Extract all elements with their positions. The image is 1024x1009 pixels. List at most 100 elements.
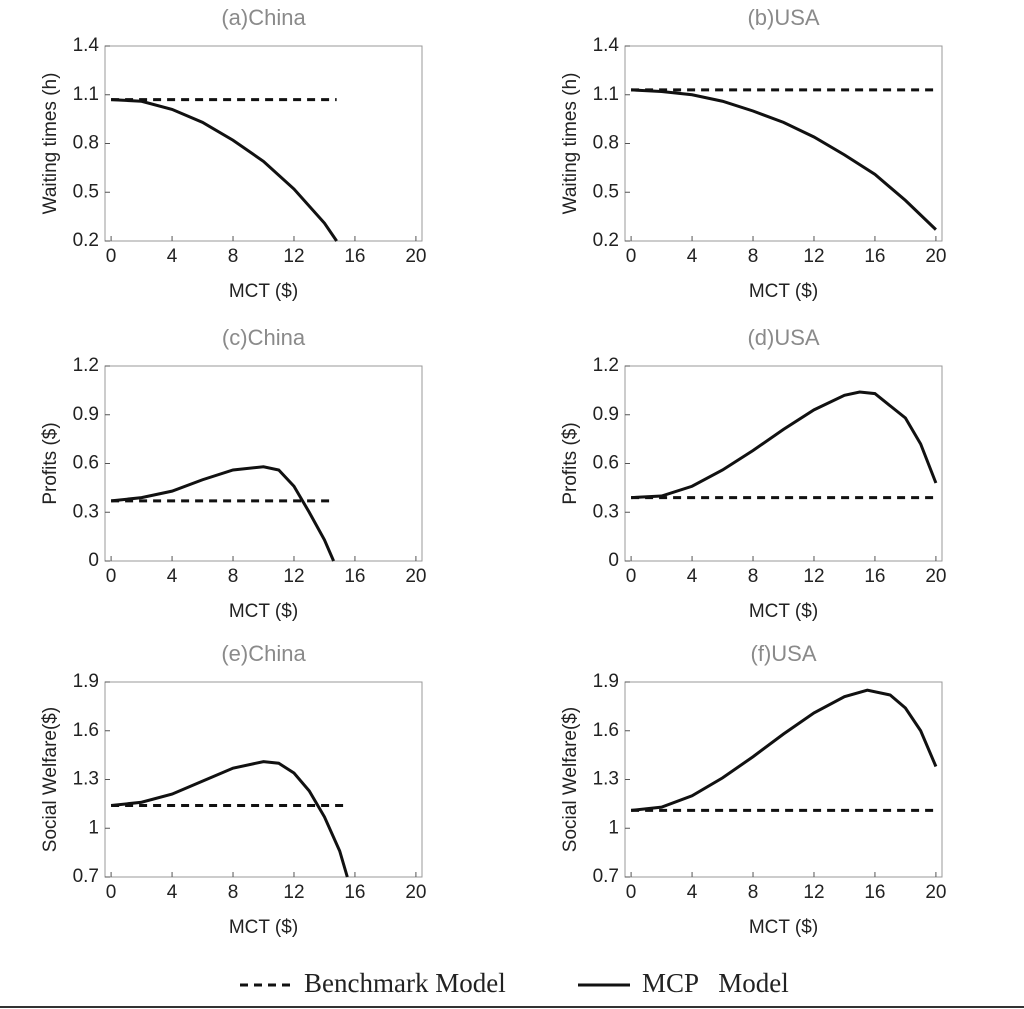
chart: (f)USA MCT ($) Social Welfare($) 0.7 1 1.3 1.6…: [560, 641, 946, 938]
x-axis-label: MCT ($): [229, 281, 298, 302]
plot-frame: [624, 681, 943, 878]
x-tick-label: 20: [405, 566, 426, 587]
plot-frame: [104, 365, 423, 562]
line-series: [111, 98, 338, 242]
y-tick-label: 1.9: [593, 671, 619, 692]
y-tick-label: 0.5: [73, 181, 99, 202]
x-tick-label: 16: [864, 246, 885, 267]
x-tick-label: 12: [283, 566, 304, 587]
x-tick-label: 12: [283, 246, 304, 267]
y-tick-label: 0: [608, 550, 619, 571]
chart-title: (f)USA: [751, 641, 817, 666]
y-tick-label: 0.9: [593, 404, 619, 425]
chart-title: (c)China: [222, 325, 306, 350]
y-tick-label: 1.1: [593, 84, 619, 105]
x-tick-label: 8: [748, 246, 759, 267]
x-tick-label: 20: [925, 246, 946, 267]
chart-title: (a)China: [221, 5, 306, 30]
y-axis-label: Profits ($): [560, 422, 581, 504]
x-axis-label: MCT ($): [749, 601, 818, 622]
x-axis-label: MCT ($): [749, 917, 818, 938]
chart-title: (d)USA: [747, 325, 819, 350]
x-tick-label: 16: [864, 882, 885, 903]
y-tick-label: 1.3: [73, 769, 99, 790]
x-tick-label: 8: [228, 882, 239, 903]
x-tick-label: 12: [803, 246, 824, 267]
y-tick-label: 0.7: [593, 866, 619, 887]
x-tick-label: 8: [228, 246, 239, 267]
chart: (c)China MCT ($) Profits ($) 0 0.3 0.6 0.9 1.2 0…: [40, 325, 426, 622]
plot-frame: [624, 45, 943, 242]
y-axis-label: Waiting times (h): [40, 73, 61, 215]
x-tick-label: 20: [405, 882, 426, 903]
x-tick-label: 0: [106, 882, 117, 903]
y-tick-label: 0.3: [593, 501, 619, 522]
x-tick-label: 12: [803, 882, 824, 903]
x-tick-label: 8: [748, 882, 759, 903]
x-tick-label: 16: [344, 882, 365, 903]
y-tick-label: 1.2: [593, 355, 619, 376]
chart-title: (b)USA: [747, 5, 819, 30]
x-axis-label: MCT ($): [229, 917, 298, 938]
y-tick-label: 1.6: [593, 720, 619, 741]
y-tick-label: 1.9: [73, 671, 99, 692]
line-series: [110, 760, 349, 878]
x-tick-label: 0: [626, 882, 637, 903]
plot-frame: [624, 365, 943, 562]
x-tick-label: 0: [106, 566, 117, 587]
x-tick-label: 20: [925, 882, 946, 903]
chart: (e)China MCT ($) Social Welfare($) 0.7 1 1.3 1…: [40, 641, 426, 938]
x-axis-label: MCT ($): [749, 281, 818, 302]
x-tick-label: 12: [283, 882, 304, 903]
x-tick-label: 4: [687, 246, 698, 267]
y-tick-label: 0.9: [73, 404, 99, 425]
x-tick-label: 12: [803, 566, 824, 587]
line-series: [630, 688, 938, 812]
x-tick-label: 4: [167, 566, 178, 587]
x-tick-label: 16: [344, 566, 365, 587]
x-tick-label: 8: [748, 566, 759, 587]
y-tick-label: 0.6: [593, 453, 619, 474]
x-tick-label: 4: [687, 882, 698, 903]
line-series: [110, 465, 335, 562]
x-tick-label: 8: [228, 566, 239, 587]
y-tick-label: 0.8: [73, 133, 99, 154]
plot-frame: [104, 681, 423, 878]
x-tick-label: 0: [626, 246, 637, 267]
x-tick-label: 16: [344, 246, 365, 267]
y-axis-label: Social Welfare($): [560, 707, 581, 852]
y-tick-label: 1.2: [73, 355, 99, 376]
legend-label: Benchmark Model: [304, 968, 506, 998]
y-axis-label: Waiting times (h): [560, 73, 581, 215]
y-tick-label: 1.4: [73, 35, 100, 56]
x-tick-label: 16: [864, 566, 885, 587]
y-axis-label: Social Welfare($): [40, 707, 61, 852]
y-tick-label: 0.2: [73, 230, 99, 251]
y-tick-label: 0.5: [593, 181, 619, 202]
y-tick-label: 1.4: [593, 35, 620, 56]
chart: (b)USA MCT ($) Waiting times (h) 0.2 0.5 0.8 1…: [560, 5, 946, 302]
x-axis-label: MCT ($): [229, 601, 298, 622]
x-tick-label: 20: [405, 246, 426, 267]
x-tick-label: 4: [167, 246, 178, 267]
y-tick-label: 0: [88, 550, 99, 571]
y-tick-label: 1.1: [73, 84, 99, 105]
y-tick-label: 1: [88, 817, 99, 838]
chart: (d)USA MCT ($) Profits ($) 0 0.3 0.6 0.9 1.2 0 4 8…: [560, 325, 946, 622]
y-tick-label: 0.8: [593, 133, 619, 154]
y-tick-label: 1: [608, 817, 619, 838]
chart-title: (e)China: [221, 641, 306, 666]
line-series: [631, 88, 937, 231]
y-tick-label: 0.6: [73, 453, 99, 474]
line-series: [631, 390, 938, 500]
y-tick-label: 0.7: [73, 866, 99, 887]
x-tick-label: 0: [626, 566, 637, 587]
y-axis-label: Profits ($): [40, 422, 61, 504]
y-tick-label: 1.3: [593, 769, 619, 790]
x-tick-label: 4: [167, 882, 178, 903]
legend-label: MCP Model: [642, 968, 789, 998]
x-tick-label: 4: [687, 566, 698, 587]
y-tick-label: 0.3: [73, 501, 99, 522]
x-tick-label: 0: [106, 246, 117, 267]
